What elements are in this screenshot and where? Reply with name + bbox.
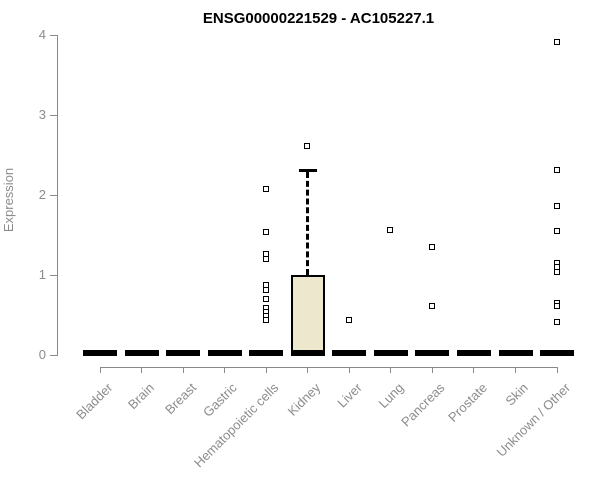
x-axis-line xyxy=(100,367,558,368)
y-tick-mark xyxy=(50,274,57,276)
y-tick-mark xyxy=(50,34,57,36)
x-tick-mark xyxy=(307,367,309,373)
y-tick-mark xyxy=(50,194,57,196)
chart-title: ENSG00000221529 - AC105227.1 xyxy=(202,10,435,27)
median-line xyxy=(498,350,533,356)
x-tick-label-breast: Breast xyxy=(161,380,199,418)
y-tick-label: 2 xyxy=(38,187,46,202)
outlier-point xyxy=(428,302,435,309)
outlier-point xyxy=(262,256,269,263)
y-tick-label: 4 xyxy=(38,27,46,42)
outlier-point xyxy=(387,226,394,233)
median-line xyxy=(166,350,201,356)
x-tick-label-skin: Skin xyxy=(502,380,532,409)
outlier-point xyxy=(262,185,269,192)
x-tick-label-unknown-other: Unknown / Other xyxy=(493,380,573,460)
outlier-point xyxy=(553,318,560,325)
x-tick-mark xyxy=(348,367,350,373)
median-line xyxy=(207,350,242,356)
outlier-point xyxy=(553,227,560,234)
x-tick-label-prostate: Prostate xyxy=(444,380,490,425)
outlier-point xyxy=(553,269,560,276)
y-tick-label: 1 xyxy=(38,267,46,282)
median-line xyxy=(332,350,367,356)
y-tick-label: 3 xyxy=(38,107,46,122)
median-line xyxy=(373,350,408,356)
x-tick-label-lung: Lung xyxy=(375,380,407,412)
outlier-point xyxy=(553,166,560,173)
outlier-point xyxy=(553,302,560,309)
x-tick-mark xyxy=(556,367,558,373)
median-line xyxy=(456,350,491,356)
x-tick-mark xyxy=(515,367,516,373)
x-tick-label-bladder: Bladder xyxy=(73,380,116,423)
median-line xyxy=(124,350,159,356)
x-tick-mark xyxy=(473,367,475,373)
whisker-cap xyxy=(298,169,317,173)
x-tick-mark xyxy=(224,367,226,373)
whisker-line xyxy=(306,172,310,275)
x-tick-mark xyxy=(431,367,433,373)
y-axis-label: Expression xyxy=(1,167,16,233)
box xyxy=(290,275,325,355)
outlier-point xyxy=(262,317,269,324)
median-line xyxy=(290,350,325,356)
outlier-point xyxy=(262,286,269,293)
x-tick-label-liver: Liver xyxy=(334,380,365,411)
x-tick-label-brain: Brain xyxy=(125,380,158,413)
y-axis-line xyxy=(57,35,58,356)
outlier-point xyxy=(345,317,352,324)
outlier-point xyxy=(428,243,435,250)
x-tick-mark xyxy=(265,367,267,373)
outlier-point xyxy=(553,202,560,209)
median-line xyxy=(540,350,575,356)
outlier-point xyxy=(262,295,269,302)
x-tick-label-kidney: Kidney xyxy=(284,380,324,419)
y-tick-label: 0 xyxy=(38,347,46,362)
y-tick-mark xyxy=(50,114,57,116)
x-tick-mark xyxy=(182,367,184,373)
median-line xyxy=(83,350,117,356)
outlier-point xyxy=(262,250,269,257)
outlier-point xyxy=(262,229,269,236)
median-line xyxy=(249,350,284,356)
y-tick-mark xyxy=(50,354,57,356)
x-tick-mark xyxy=(390,367,392,373)
median-line xyxy=(415,350,450,356)
x-tick-mark xyxy=(99,367,101,373)
outlier-point xyxy=(553,38,560,45)
x-tick-label-pancreas: Pancreas xyxy=(398,380,449,430)
outlier-point xyxy=(304,142,311,149)
x-tick-mark xyxy=(141,367,143,373)
x-tick-label-gastric: Gastric xyxy=(200,380,241,420)
